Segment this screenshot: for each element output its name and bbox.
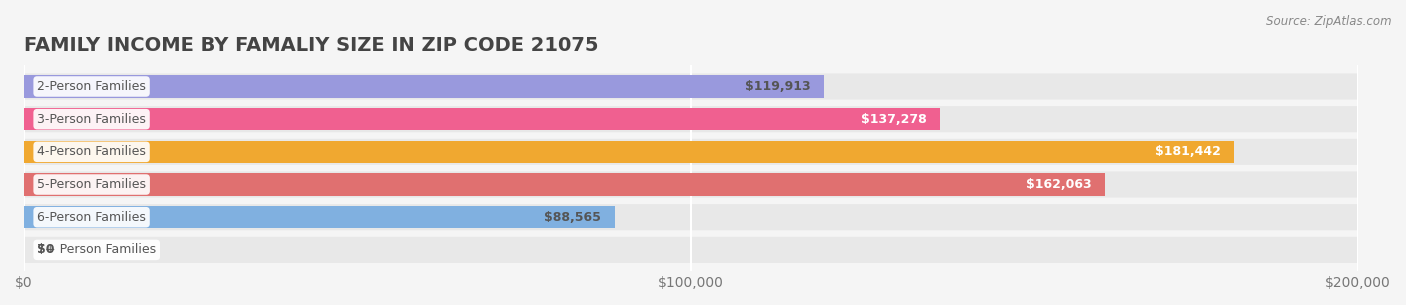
- Bar: [24, 174, 1105, 196]
- Text: 2-Person Families: 2-Person Families: [37, 80, 146, 93]
- Bar: [24, 75, 824, 98]
- FancyBboxPatch shape: [24, 139, 1358, 165]
- Text: 7+ Person Families: 7+ Person Families: [37, 243, 156, 257]
- FancyBboxPatch shape: [24, 204, 1358, 230]
- Text: 4-Person Families: 4-Person Families: [37, 145, 146, 158]
- Bar: [24, 141, 1234, 163]
- FancyBboxPatch shape: [24, 106, 1358, 132]
- Text: FAMILY INCOME BY FAMALIY SIZE IN ZIP CODE 21075: FAMILY INCOME BY FAMALIY SIZE IN ZIP COD…: [24, 36, 599, 55]
- Text: $137,278: $137,278: [860, 113, 927, 126]
- FancyBboxPatch shape: [24, 237, 1358, 263]
- FancyBboxPatch shape: [24, 171, 1358, 198]
- Text: $181,442: $181,442: [1156, 145, 1220, 158]
- Text: 6-Person Families: 6-Person Families: [37, 211, 146, 224]
- Text: $0: $0: [37, 243, 55, 257]
- Text: 5-Person Families: 5-Person Families: [37, 178, 146, 191]
- Text: Source: ZipAtlas.com: Source: ZipAtlas.com: [1267, 15, 1392, 28]
- Text: 3-Person Families: 3-Person Families: [37, 113, 146, 126]
- Bar: [24, 108, 939, 130]
- Bar: [24, 206, 614, 228]
- Text: $162,063: $162,063: [1026, 178, 1091, 191]
- FancyBboxPatch shape: [24, 74, 1358, 99]
- Text: $88,565: $88,565: [544, 211, 602, 224]
- Text: $119,913: $119,913: [745, 80, 810, 93]
